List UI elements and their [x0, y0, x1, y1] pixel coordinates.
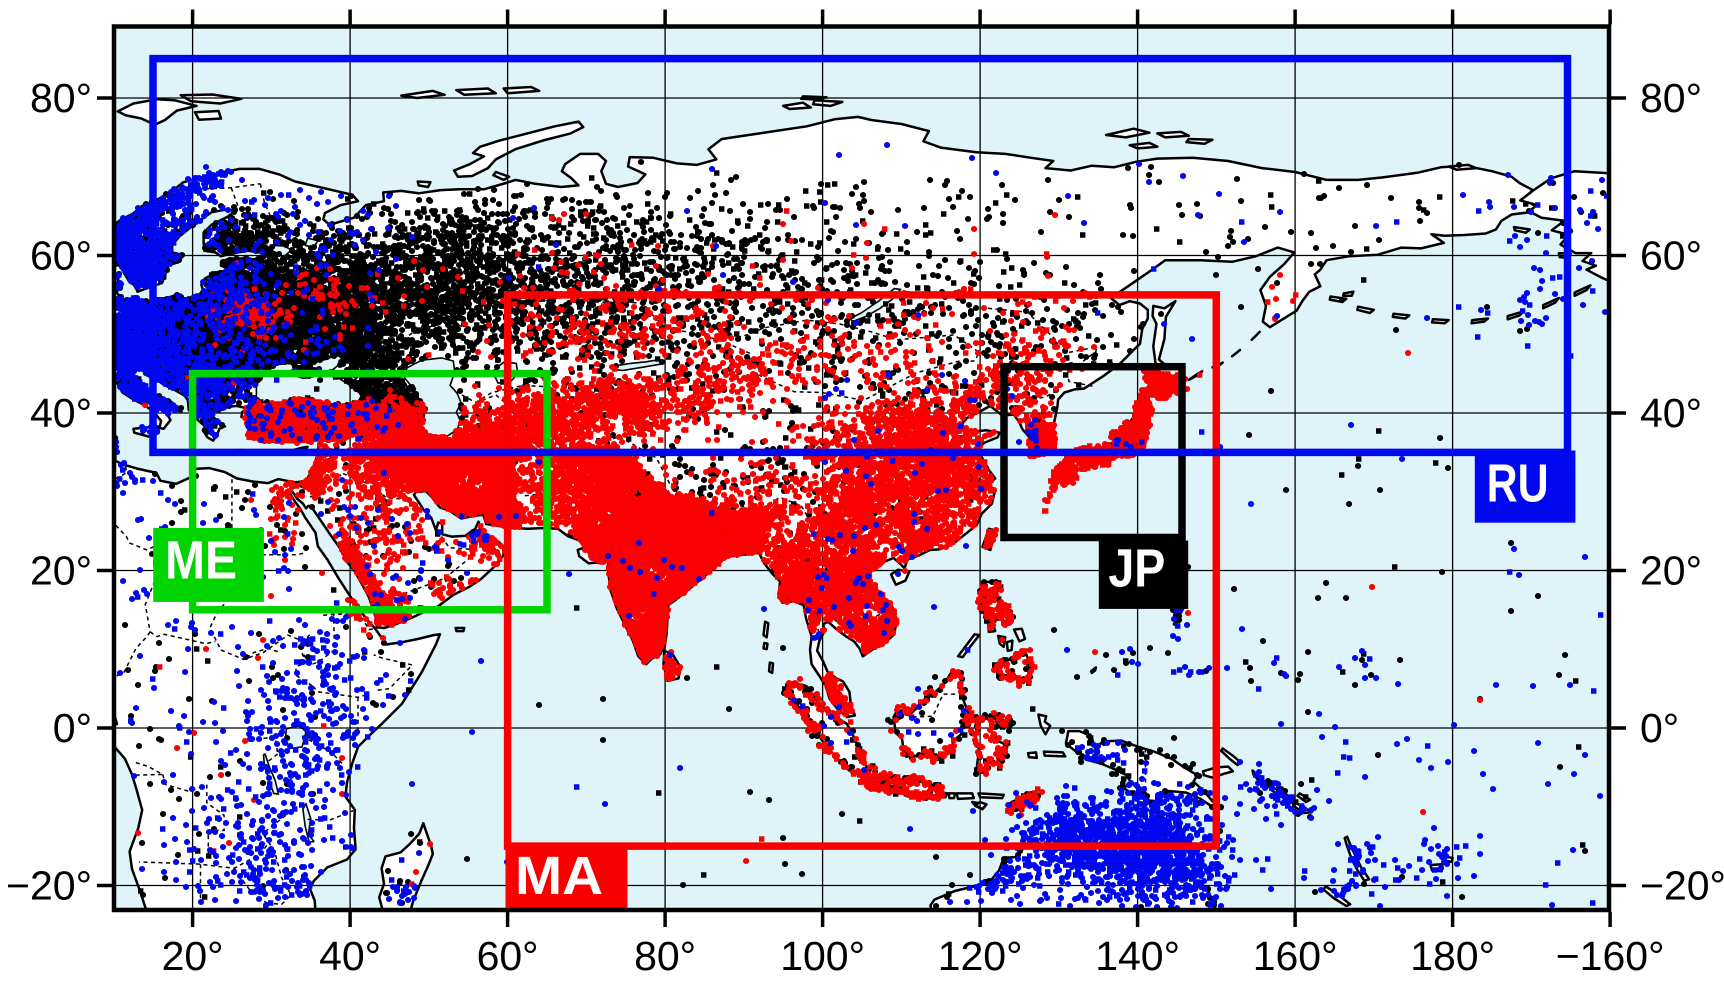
svg-text:MA: MA [515, 846, 603, 906]
svg-text:ME: ME [165, 530, 237, 590]
svg-text:20°: 20° [30, 548, 92, 594]
svg-text:−20°: −20° [1640, 863, 1724, 909]
svg-text:20°: 20° [1640, 548, 1702, 594]
svg-text:80°: 80° [30, 75, 92, 121]
svg-text:180°: 180° [1410, 933, 1495, 979]
svg-text:140°: 140° [1095, 933, 1180, 979]
svg-text:100°: 100° [780, 933, 865, 979]
svg-text:40°: 40° [1640, 390, 1702, 436]
svg-text:120°: 120° [938, 933, 1023, 979]
svg-text:60°: 60° [477, 933, 539, 979]
svg-text:80°: 80° [634, 933, 696, 979]
svg-text:60°: 60° [1640, 233, 1702, 279]
svg-text:0°: 0° [1640, 705, 1679, 751]
svg-text:80°: 80° [1640, 75, 1702, 121]
svg-text:40°: 40° [319, 933, 381, 979]
svg-text:JP: JP [1108, 539, 1165, 599]
svg-text:RU: RU [1487, 453, 1549, 513]
svg-text:40°: 40° [30, 390, 92, 436]
svg-text:−160°: −160° [1556, 933, 1665, 979]
svg-text:0°: 0° [53, 705, 92, 751]
svg-text:60°: 60° [30, 233, 92, 279]
svg-text:−20°: −20° [6, 863, 92, 909]
svg-text:160°: 160° [1253, 933, 1338, 979]
svg-text:20°: 20° [162, 933, 224, 979]
